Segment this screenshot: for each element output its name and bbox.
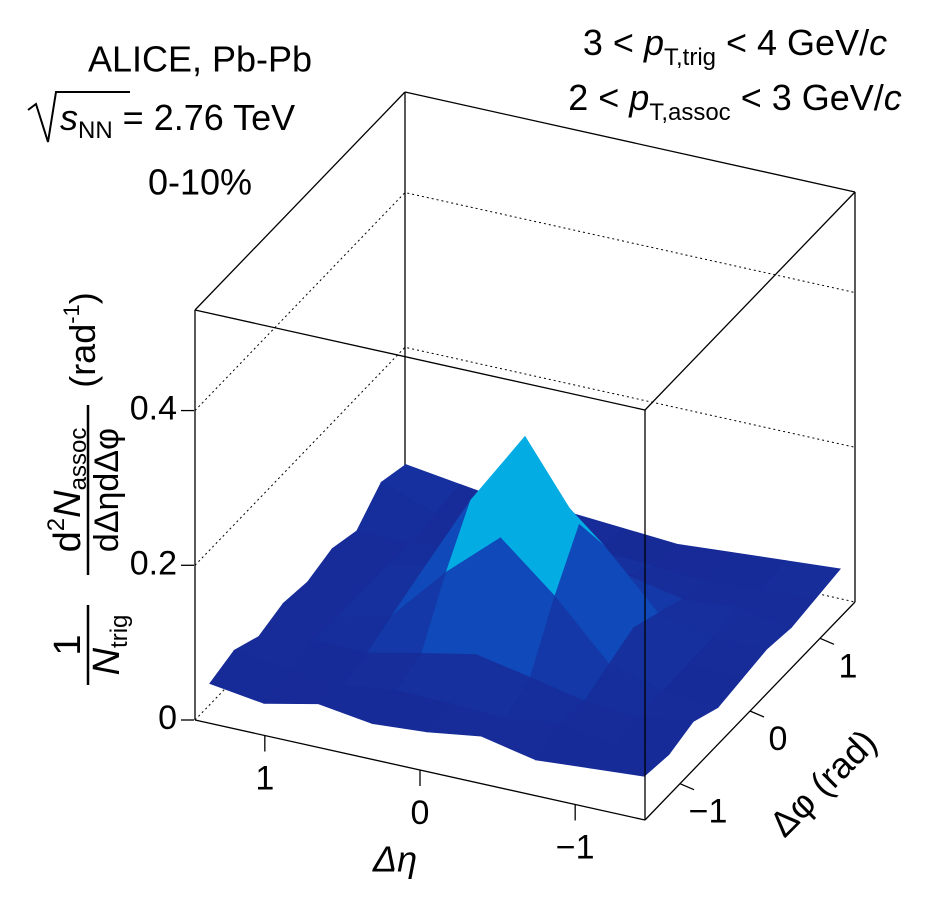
experiment: ALICE, Pb-Pb (88, 39, 312, 80)
z-label-one: 1 (47, 634, 89, 655)
centrality: 0-10% (148, 162, 252, 203)
z-label-ntrig: Ntrig (86, 615, 133, 676)
box-edge (404, 91, 856, 193)
trig-a: 3 < (583, 22, 644, 63)
x-axis-label: Δη (372, 839, 417, 880)
z-label-close: ) (62, 292, 103, 304)
sqrt-sign (27, 91, 130, 143)
energy-sub: NN (78, 117, 113, 144)
trig-b: < 4 GeV/ (716, 22, 869, 63)
z-label-n2: N (47, 490, 89, 518)
trig-p: p (643, 22, 664, 63)
surface-facet (589, 746, 670, 777)
z-axis-label: 1 Ntrig d2Nassoc dΔηdΔφ (rad-1) (43, 292, 133, 685)
x-tick-label: −1 (556, 828, 595, 866)
trig-sub: T,trig (664, 44, 716, 71)
y-tick-label: 1 (839, 647, 858, 685)
box-edge (194, 309, 646, 411)
z-label-unit: (rad-1) (59, 292, 103, 388)
x-tick-label: 1 (255, 760, 274, 798)
assoc-b: < 3 GeV/ (731, 77, 884, 118)
z-label-2: 2 (43, 518, 70, 531)
z-label-num: d2Nassoc (43, 428, 92, 553)
grid-line (194, 192, 856, 411)
assoc-p: p (628, 77, 649, 118)
x-tick-label: 0 (411, 794, 430, 832)
z-label-rad: (rad (62, 324, 103, 388)
y-tick (819, 637, 835, 645)
energy-value: = 2.76 TeV (113, 97, 295, 138)
y-tick-label: 0 (769, 720, 788, 758)
z-label-trig: trig (106, 615, 133, 648)
trig-c: c (869, 22, 887, 63)
y-tick-label: −1 (689, 793, 728, 831)
z-label-exp: -1 (59, 304, 84, 324)
grid-line (194, 346, 856, 566)
energy-s: s (60, 97, 78, 138)
y-tick (749, 710, 765, 718)
assoc-a: 2 < (568, 77, 629, 118)
trig-range: 3 < pT,trig < 4 GeV/c (583, 22, 887, 72)
z-tick-label: 0.2 (130, 544, 177, 582)
box-edge (644, 191, 856, 411)
assoc-c: c (884, 77, 902, 118)
box-edge (194, 91, 406, 311)
z-tick-label: 0.4 (130, 390, 177, 428)
z-label-d: d (47, 531, 89, 552)
assoc-range: 2 < pT,assoc < 3 GeV/c (568, 77, 902, 127)
z-label-den: dΔηdΔφ (88, 428, 126, 552)
z-label-n: N (86, 647, 128, 675)
z-tick-label: 0 (158, 699, 177, 737)
y-tick (679, 783, 695, 791)
energy: sNN = 2.76 TeV (60, 97, 295, 145)
assoc-sub: T,assoc (649, 99, 730, 126)
